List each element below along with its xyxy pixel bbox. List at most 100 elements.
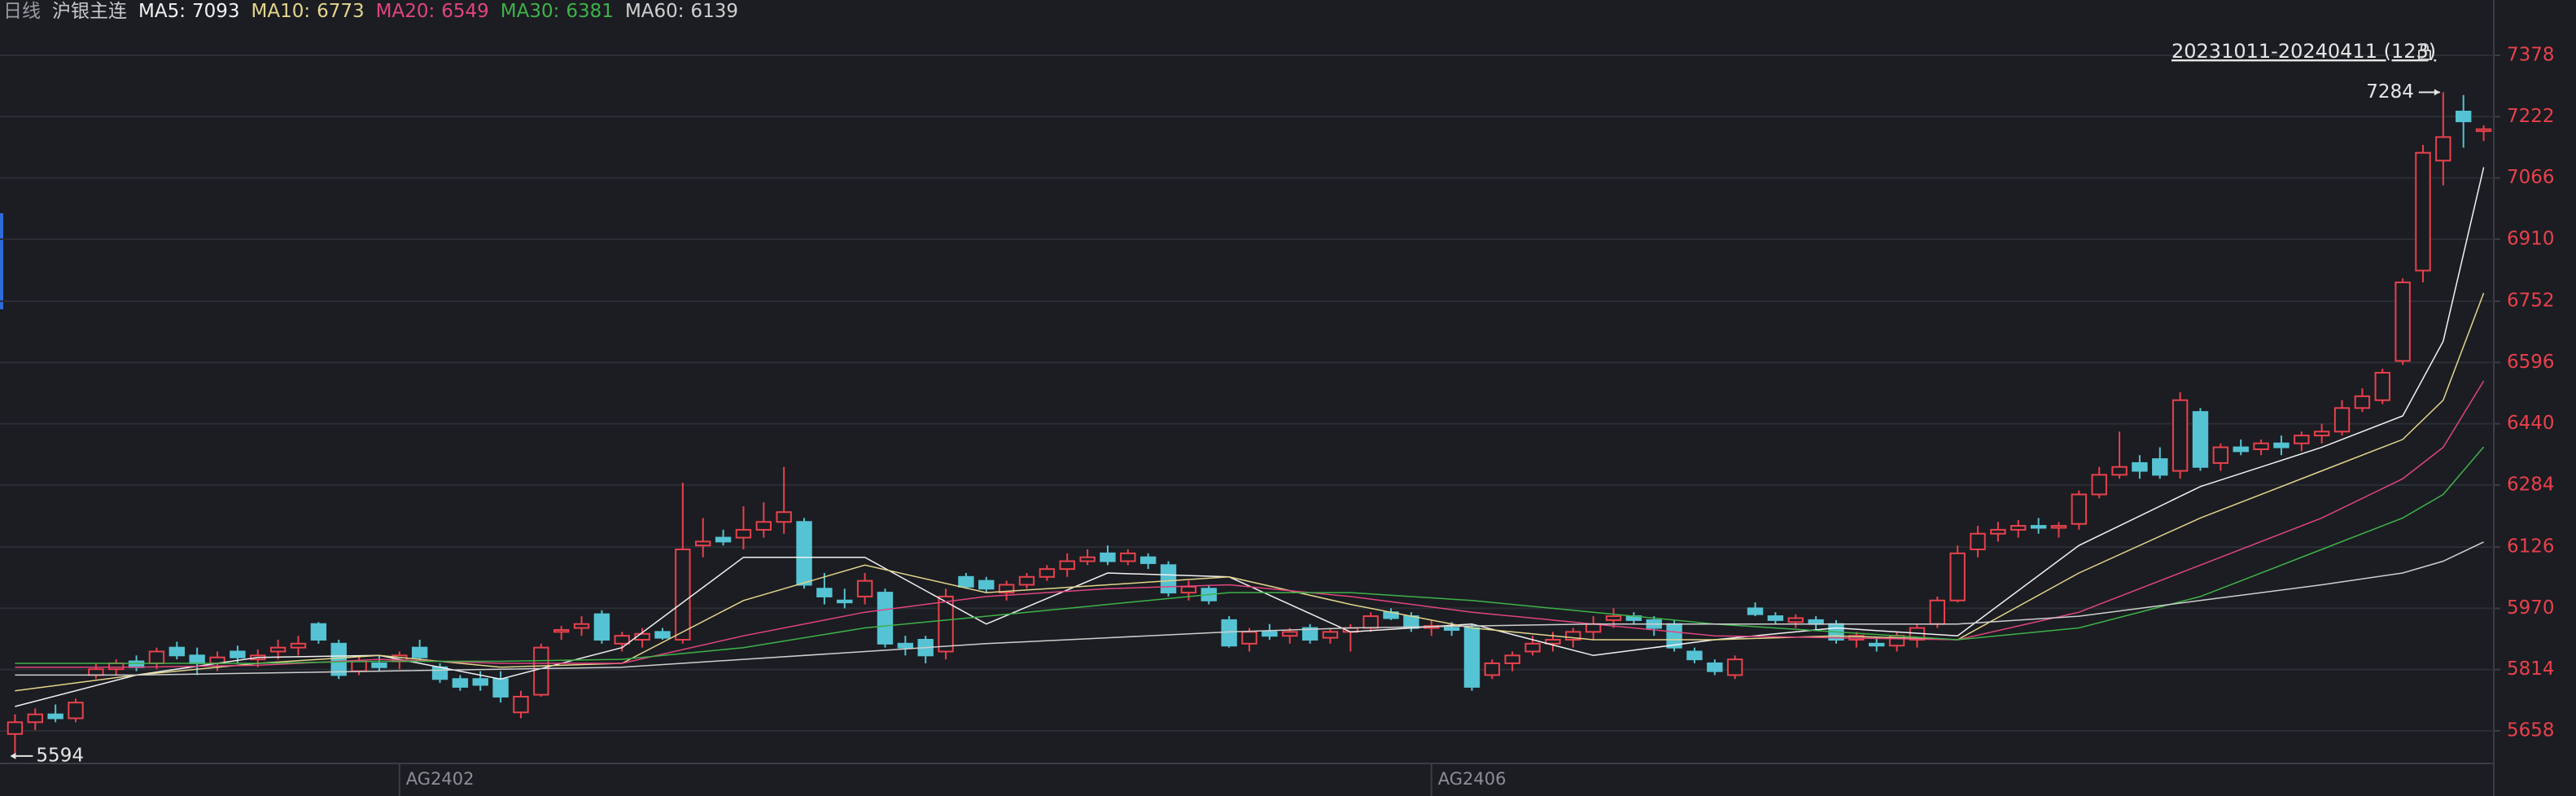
candle-body (2273, 442, 2290, 448)
candle-body (573, 623, 590, 629)
candle-body (1221, 619, 1237, 647)
y-tick-label: 6440 (2507, 413, 2555, 434)
candle-body (2071, 493, 2088, 525)
candle-body (1100, 552, 1116, 562)
candle-body (1282, 631, 1298, 637)
candle-body (27, 713, 43, 724)
candle-body (1120, 552, 1136, 562)
candle-body (1039, 568, 1056, 578)
candle-body (654, 631, 671, 639)
candle-body (2132, 461, 2148, 472)
candle-body (2030, 525, 2047, 529)
candle-body (1160, 564, 1177, 594)
candle-body (634, 632, 650, 641)
legend-value: 6381 (566, 1, 614, 22)
lock-icon[interactable] (2418, 43, 2431, 60)
candle-body (1079, 556, 1096, 562)
candle-body (371, 662, 387, 668)
ma-line (15, 541, 2484, 676)
candle-body (2294, 435, 2310, 444)
legend-name: MA5: (138, 1, 186, 22)
candle-body (2091, 474, 2107, 496)
candle-body (168, 646, 186, 657)
candle-body (431, 666, 448, 680)
candle-body (1362, 615, 1379, 629)
candle-body (269, 646, 286, 653)
candle-body (978, 580, 995, 590)
candle-body (1241, 631, 1257, 645)
candle-body (1443, 627, 1460, 631)
legend-entry[interactable]: MA20: 6549 (376, 0, 489, 23)
legend-name: MA60: (624, 1, 684, 22)
ma-line (15, 292, 2485, 692)
candle-body (2475, 128, 2492, 133)
candle-body (1605, 615, 1622, 621)
y-tick-label: 7378 (2507, 45, 2555, 66)
candle-body (2456, 111, 2472, 123)
candle-body (1180, 585, 1197, 594)
y-tick-label: 6126 (2507, 536, 2555, 558)
legend-entry[interactable]: MA60: 6139 (625, 0, 738, 23)
candle-body (776, 511, 792, 523)
legend-entry[interactable]: MA10: 6773 (251, 0, 365, 23)
candle-body (715, 536, 732, 543)
candle-body (1585, 623, 1602, 633)
candle-body (877, 592, 894, 645)
ma-line (15, 446, 2485, 664)
low-label: 5594 (36, 745, 84, 766)
candle-body (2374, 371, 2390, 401)
x-tick-label: AG2406 (1438, 769, 1507, 789)
x-tick-label: AG2402 (406, 769, 475, 789)
candle-body (816, 588, 833, 597)
legend-name: MA30: (500, 1, 560, 22)
y-tick-label: 5970 (2507, 597, 2555, 619)
candle-body (7, 721, 24, 735)
candle-body (1767, 615, 1784, 621)
candle-body (1686, 650, 1703, 661)
y-tick-label: 6596 (2507, 352, 2555, 373)
candle-body (1463, 627, 1480, 688)
candle-body (2171, 399, 2189, 472)
candle-body (998, 584, 1015, 594)
legend-entry[interactable]: MA5: 7093 (138, 0, 240, 23)
header: 日线 沪银主连 MA5: 7093 MA10: 6773 MA20: 6549 MA30: 6… (3, 0, 738, 23)
y-tick-label: 5814 (2507, 658, 2555, 680)
candle-body (1949, 552, 1966, 601)
candle-body (68, 702, 84, 719)
candle-body (1869, 642, 1885, 647)
candle-body (1484, 662, 1501, 676)
candle-body (1262, 631, 1278, 637)
candle-body (837, 599, 853, 604)
candle-body (1707, 662, 1723, 672)
candle-body (553, 628, 570, 633)
low-arrow-head (10, 752, 16, 759)
symbol[interactable]: 沪银主连 (52, 1, 127, 22)
candle-body (614, 635, 630, 645)
candle-body (1139, 556, 1157, 564)
candle-body (1787, 617, 1804, 623)
candle-body (958, 575, 974, 588)
period[interactable]: 日线 (3, 1, 41, 22)
scroll-indicator (0, 213, 3, 309)
candle-body (2192, 411, 2209, 468)
candle-body (1726, 658, 1743, 676)
legend-name: MA20: (375, 1, 435, 22)
candle-body (1990, 528, 2006, 535)
range-label[interactable]: 20231011-20240411 (123) (2171, 40, 2436, 63)
candle-body (230, 650, 246, 658)
candle-body (2313, 431, 2330, 437)
candle-body (796, 521, 812, 586)
candle-body (472, 678, 488, 686)
candle-body (2253, 442, 2269, 450)
legend-value: 7093 (191, 1, 240, 22)
y-tick-label: 6910 (2507, 228, 2555, 249)
candle-body (1524, 642, 1541, 653)
candle-body (2435, 136, 2451, 162)
candle-body (330, 642, 347, 676)
legend-value: 6773 (317, 1, 365, 22)
candle-body (735, 528, 752, 539)
legend-entry[interactable]: MA30: 6381 (501, 0, 614, 23)
